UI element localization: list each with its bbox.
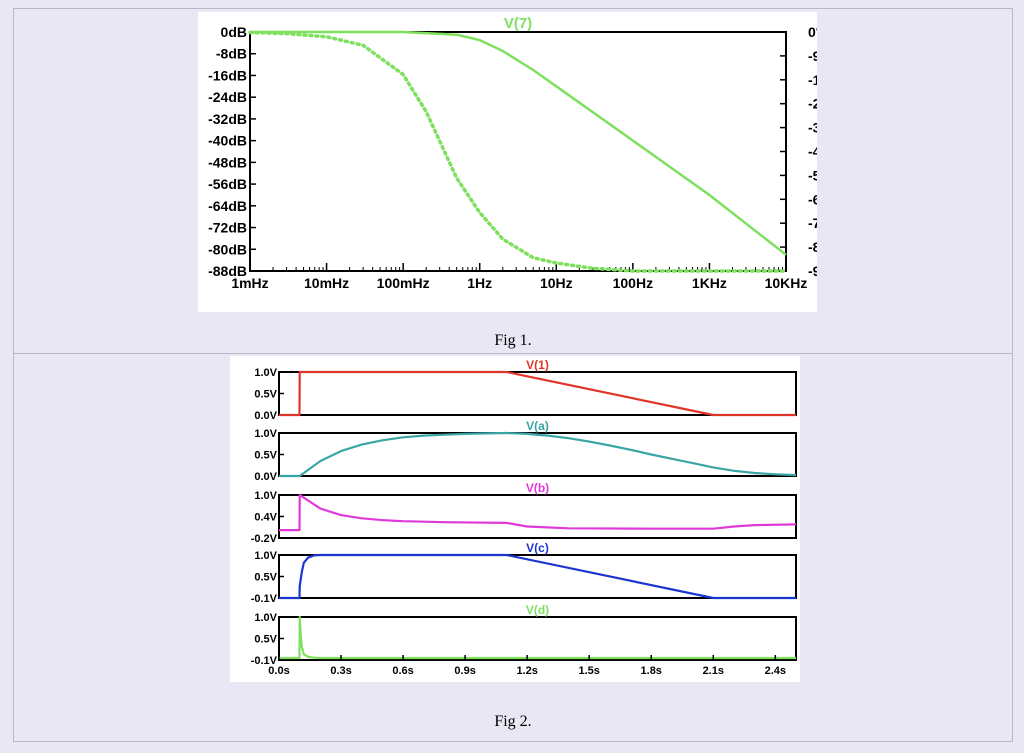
- y-right-tick-label: -27°: [808, 96, 817, 112]
- subplot-title: V(b): [526, 481, 549, 495]
- x-tick-label: 2.1s: [703, 665, 724, 677]
- y-right-tick-label: 0°: [808, 24, 817, 40]
- y-tick-label: -0.1V: [251, 593, 278, 605]
- y-left-tick-label: -48dB: [208, 154, 247, 170]
- y-left-tick-label: -16dB: [208, 67, 247, 83]
- x-tick-label: 2.4s: [765, 665, 786, 677]
- y-tick-label: 1.0V: [254, 612, 277, 624]
- y-right-tick-label: -18°: [808, 72, 817, 88]
- x-tick-label: 0.9s: [454, 665, 475, 677]
- y-right-tick-label: -90°: [808, 263, 817, 279]
- y-left-tick-label: 0dB: [221, 24, 247, 40]
- y-tick-label: 1.0V: [254, 550, 277, 562]
- transient-plot-chart: V(1) 1.0V 0.5V 0.0V V(a) 1.0V 0.5V 0.0V V(b) 1.0V…: [251, 358, 797, 677]
- y-tick-label: 0.5V: [254, 634, 277, 646]
- x-tick-label: 1KHz: [692, 275, 727, 291]
- transient-plot-area: V(1) 1.0V 0.5V 0.0V V(a) 1.0V 0.5V 0.0V V(b) 1.0V…: [230, 356, 800, 682]
- y-tick-label: 1.0V: [254, 428, 277, 440]
- y-left-tick-label: -88dB: [208, 263, 247, 279]
- x-tick-label: 10Hz: [540, 275, 573, 291]
- y-tick-label: -0.1V: [251, 655, 278, 667]
- magnitude-series-line: [250, 30, 787, 256]
- subplot-title: V(a): [526, 419, 549, 433]
- y-tick-label: -0.2V: [251, 533, 278, 545]
- subplot-title: V(d): [526, 603, 549, 617]
- x-tick-label: 0.6s: [392, 665, 413, 677]
- series-line: [279, 615, 796, 660]
- series-line: [279, 370, 796, 417]
- y-right-tick-label: -45°: [808, 144, 817, 160]
- subplot-frame: [278, 616, 797, 661]
- y-right-tick-label: -9°: [808, 48, 817, 64]
- y-left-tick-label: -40dB: [208, 133, 247, 149]
- subplot-frame: [278, 432, 797, 477]
- x-tick-label: 0.3s: [330, 665, 351, 677]
- figure-2-caption: Fig 2.: [494, 713, 532, 730]
- y-left-tick-label: -64dB: [208, 198, 247, 214]
- y-tick-label: 0.4V: [254, 512, 277, 524]
- plot-frame: [249, 31, 787, 272]
- y-tick-label: 1.0V: [254, 367, 277, 379]
- x-tick-label: 1.2s: [516, 665, 537, 677]
- figure-1-caption: Fig 1.: [494, 332, 532, 349]
- y-tick-label: 0.5V: [254, 389, 277, 401]
- phase-series-line: [248, 30, 788, 273]
- series-line: [279, 431, 797, 478]
- figure-1-panel: 1mHz 10mHz 100mHz 1Hz 10Hz 100Hz 1KHz 10KHz 0dB -…: [13, 8, 1013, 354]
- y-tick-label: 1.0V: [254, 490, 277, 502]
- y-left-tick-label: -72dB: [208, 220, 247, 236]
- chart-title: V(7): [504, 15, 532, 32]
- y-left-tick-label: -56dB: [208, 176, 247, 192]
- x-tick-label: 1.8s: [641, 665, 662, 677]
- y-right-tick-label: -72°: [808, 215, 817, 231]
- bode-plot-chart: 1mHz 10mHz 100mHz 1Hz 10Hz 100Hz 1KHz 10KHz 0dB -…: [208, 15, 834, 291]
- series-line: [279, 493, 797, 532]
- subplot-title: V(1): [526, 358, 549, 372]
- bode-plot-area: 1mHz 10mHz 100mHz 1Hz 10Hz 100Hz 1KHz 10KHz 0dB -…: [198, 12, 834, 312]
- y-right-tick-label: -63°: [808, 191, 817, 207]
- x-tick-label: 100mHz: [377, 275, 430, 291]
- y-right-tick-label: -81°: [808, 239, 817, 255]
- y-right-tick-label: -36°: [808, 120, 817, 136]
- x-tick-label: 10KHz: [765, 275, 808, 291]
- series-line: [279, 553, 796, 600]
- y-tick-label: 0.5V: [254, 450, 277, 462]
- x-tick-label: 1.5s: [578, 665, 599, 677]
- x-tick-label: 1mHz: [231, 275, 268, 291]
- y-left-tick-label: -80dB: [208, 241, 247, 257]
- figure-2-panel: V(1) 1.0V 0.5V 0.0V V(a) 1.0V 0.5V 0.0V V(b) 1.0V…: [13, 353, 1013, 742]
- x-tick-label: 0.0s: [268, 665, 289, 677]
- y-left-tick-label: -8dB: [216, 46, 247, 62]
- x-tick-label: 10mHz: [304, 275, 349, 291]
- y-tick-label: 0.5V: [254, 572, 277, 584]
- x-tick-label: 1Hz: [467, 275, 492, 291]
- x-tick-label: 100Hz: [613, 275, 653, 291]
- y-tick-label: 0.0V: [254, 410, 277, 422]
- y-left-tick-label: -24dB: [208, 89, 247, 105]
- y-tick-label: 0.0V: [254, 471, 277, 483]
- subplot-title: V(c): [526, 541, 549, 555]
- y-left-tick-label: -32dB: [208, 111, 247, 127]
- y-right-tick-label: -54°: [808, 167, 817, 183]
